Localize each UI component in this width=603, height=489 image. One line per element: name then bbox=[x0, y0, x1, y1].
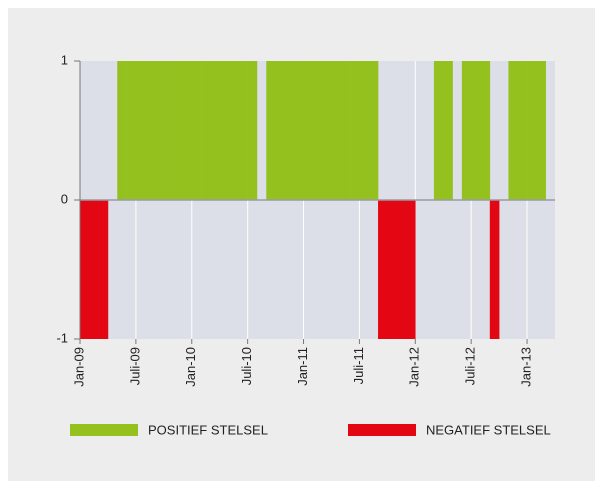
bar bbox=[405, 200, 416, 339]
bar bbox=[89, 200, 99, 339]
bar bbox=[443, 61, 453, 200]
bar bbox=[201, 61, 211, 200]
bar bbox=[238, 61, 248, 200]
y-tick-label: -1 bbox=[56, 330, 68, 345]
bar bbox=[312, 61, 323, 200]
x-tick-label: Juli-09 bbox=[127, 347, 142, 385]
bar bbox=[489, 200, 500, 339]
bar bbox=[80, 200, 90, 339]
bar bbox=[210, 61, 221, 200]
bar bbox=[359, 61, 370, 200]
bar bbox=[331, 61, 342, 200]
bar bbox=[98, 200, 109, 339]
bar bbox=[275, 61, 286, 200]
bar bbox=[387, 200, 397, 339]
bar bbox=[508, 61, 519, 200]
x-tick-label: Juli-11 bbox=[351, 347, 366, 384]
bar bbox=[527, 61, 537, 200]
bar bbox=[182, 61, 193, 200]
x-tick-label: Juli-10 bbox=[239, 347, 254, 385]
bar bbox=[266, 61, 276, 200]
bar bbox=[461, 61, 472, 200]
legend-swatch bbox=[348, 424, 416, 436]
x-tick-label: Jan-10 bbox=[183, 347, 198, 387]
bar bbox=[536, 61, 546, 200]
bar bbox=[247, 61, 258, 200]
bar bbox=[303, 61, 314, 200]
y-tick-label: 0 bbox=[61, 191, 68, 206]
legend-label: POSITIEF STELSEL bbox=[148, 422, 268, 437]
bar bbox=[154, 61, 165, 200]
x-tick-label: Jan-13 bbox=[518, 347, 533, 387]
bar bbox=[294, 61, 304, 200]
bar bbox=[163, 61, 174, 200]
bar bbox=[117, 61, 127, 200]
bar bbox=[322, 61, 332, 200]
x-tick-label: Jan-12 bbox=[407, 347, 422, 387]
bar bbox=[350, 61, 360, 200]
bar bbox=[173, 61, 183, 200]
bar bbox=[378, 200, 388, 339]
bar bbox=[126, 61, 137, 200]
bar bbox=[433, 61, 444, 200]
bar bbox=[471, 61, 481, 200]
x-tick-label: Juli-12 bbox=[463, 347, 478, 385]
legend-label: NEGATIEF STELSEL bbox=[426, 422, 551, 437]
bar bbox=[480, 61, 491, 200]
bar bbox=[368, 61, 379, 200]
x-tick-label: Jan-11 bbox=[295, 347, 310, 386]
bar bbox=[284, 61, 295, 200]
bar bbox=[219, 61, 230, 200]
y-tick-label: 1 bbox=[61, 52, 68, 67]
legend-swatch bbox=[70, 424, 138, 436]
bar bbox=[517, 61, 528, 200]
bar bbox=[396, 200, 407, 339]
bar bbox=[229, 61, 239, 200]
bar bbox=[145, 61, 155, 200]
bar bbox=[191, 61, 202, 200]
x-tick-label: Jan-09 bbox=[71, 347, 86, 387]
bar bbox=[135, 61, 146, 200]
bar bbox=[340, 61, 351, 200]
